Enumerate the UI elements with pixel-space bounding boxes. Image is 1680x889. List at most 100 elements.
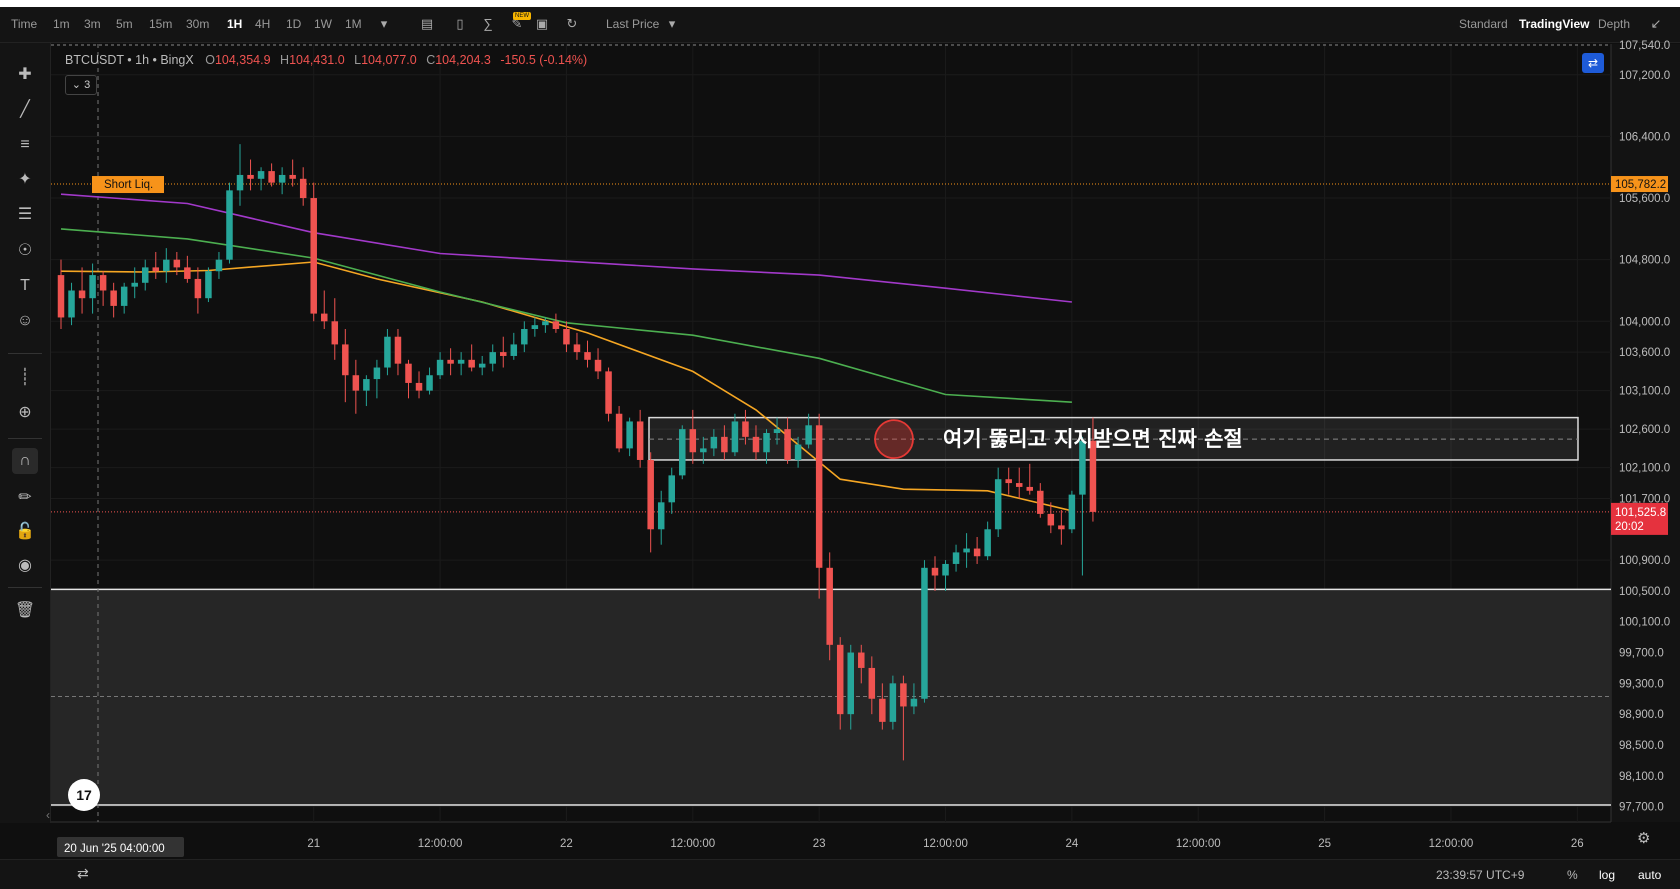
candle-body — [478, 363, 486, 368]
view-standard-tab[interactable]: Standard — [1459, 17, 1508, 31]
timeframe-30m[interactable]: 30m — [186, 17, 210, 31]
candle-38 — [457, 352, 465, 376]
collapse-icon[interactable]: ↙ — [1650, 16, 1662, 31]
percent-toggle[interactable]: % — [1567, 868, 1578, 882]
timeframe-5m[interactable]: 5m — [116, 17, 133, 31]
candle-65 — [742, 409, 749, 445]
emoji-icon[interactable]: ☺ — [16, 312, 34, 329]
brush-icon[interactable]: ☉ — [17, 242, 33, 259]
time-button[interactable]: Time — [11, 17, 38, 31]
view-tradingview-tab[interactable]: TradingView — [1519, 17, 1590, 31]
fib-icon[interactable]: ☰ — [17, 206, 33, 223]
timeframe-1m-month[interactable]: 1M — [345, 17, 362, 31]
candle-55 — [636, 409, 644, 468]
trash-icon[interactable]: 🗑 — [14, 602, 36, 619]
settings-button[interactable]: ⇄ — [1582, 53, 1604, 73]
view-depth-tab[interactable]: Depth — [1598, 17, 1631, 31]
candle-22 — [289, 159, 296, 187]
price-mode-select[interactable]: Last Price — [606, 17, 660, 31]
candle-9 — [152, 251, 160, 279]
candle-64 — [731, 413, 739, 457]
candle-body — [289, 174, 296, 179]
timeframe-1d[interactable]: 1D — [286, 17, 302, 31]
candle-69 — [784, 417, 791, 464]
candle-49 — [573, 332, 581, 360]
text-tool-icon[interactable]: T — [20, 277, 30, 294]
candle-body — [1005, 479, 1012, 484]
candle-body — [78, 290, 86, 299]
timeframe-1m[interactable]: 1m — [53, 17, 70, 31]
scroll-left-icon[interactable]: ‹ — [46, 808, 50, 822]
crosshair-icon[interactable]: ✚ — [18, 66, 32, 83]
candle-body — [984, 529, 991, 557]
candle-84 — [942, 560, 949, 591]
candle-82 — [921, 560, 928, 703]
candle-body — [900, 683, 907, 707]
auto-toggle[interactable]: auto — [1638, 868, 1662, 882]
log-toggle[interactable]: log — [1599, 868, 1616, 882]
drawing-templates-icon[interactable]: ✎ — [511, 16, 523, 31]
candle-body — [552, 321, 560, 330]
candle-body — [931, 567, 939, 576]
candle-83 — [931, 556, 939, 591]
eye-icon[interactable]: ◉ — [18, 557, 32, 574]
close-value: 104,204.3 — [435, 53, 491, 67]
candle-18 — [247, 159, 254, 191]
price-axis[interactable]: 107,200.0 106,400.0 105,600.0 104,800.0 104,… — [1619, 40, 1670, 814]
candles-icon[interactable]: ▯ — [456, 16, 464, 31]
trend-line-icon[interactable]: ╱ — [20, 101, 30, 118]
candles — [57, 144, 1097, 761]
reload-icon[interactable]: ↻ — [566, 16, 578, 31]
candle-body — [257, 171, 265, 179]
candle-body — [584, 352, 591, 360]
candle-body — [742, 421, 749, 437]
candle-body — [952, 552, 960, 564]
candle-98 — [1089, 417, 1097, 522]
candle-92 — [1026, 463, 1034, 495]
timeframe-15m[interactable]: 15m — [149, 17, 173, 31]
ruler-icon[interactable]: ┊ — [20, 369, 30, 386]
axis-settings-icon[interactable]: ⚙ — [1637, 830, 1651, 847]
indicators-icon[interactable]: ∑ — [483, 16, 493, 31]
candle-87 — [973, 536, 981, 564]
candle-body — [299, 178, 307, 199]
price-tick-label: 102,600.0 — [1619, 424, 1670, 436]
candle-25 — [321, 290, 328, 330]
time-axis[interactable]: 21 12:00:00 22 12:00:00 23 12:00:00 24 12:00:00… — [307, 838, 1680, 850]
pattern-icon[interactable]: ✦ — [18, 171, 32, 188]
zoom-in-icon[interactable]: ⊕ — [18, 404, 32, 421]
candle-body — [942, 563, 949, 576]
unlock-icon[interactable]: 🔓 — [15, 523, 35, 540]
price-chart[interactable]: 107,200.0 106,400.0 105,600.0 104,800.0 104,… — [0, 7, 1680, 888]
timeframe-4h[interactable]: 4H — [255, 17, 271, 31]
screenshot-icon[interactable]: ▣ — [535, 16, 549, 31]
timeframe-3m[interactable]: 3m — [84, 17, 101, 31]
zones — [51, 44, 1611, 822]
candle-67 — [763, 429, 770, 464]
magnet-icon[interactable]: ∩ — [12, 448, 38, 474]
time-tick-label: 12:00:00 — [418, 838, 463, 850]
high-value: 104,431.0 — [289, 53, 345, 67]
parallel-lines-icon[interactable]: ≡ — [20, 136, 30, 153]
candle-33 — [405, 359, 412, 399]
price-tick-label: 99,700.0 — [1619, 648, 1664, 660]
symbol-label[interactable]: BTCUSDT • 1h • BingX — [65, 53, 194, 67]
candle-body — [394, 336, 402, 364]
candle-body — [236, 174, 244, 191]
candle-56 — [647, 452, 654, 553]
chart-type-icon[interactable]: ▤ — [420, 16, 434, 31]
candle-13 — [194, 267, 202, 314]
date-range-icon[interactable]: ⇄ — [77, 865, 89, 881]
timeframe-1h[interactable]: 1H — [227, 17, 243, 31]
candle-body — [542, 321, 549, 326]
countdown-text: 20:02 — [1615, 521, 1644, 533]
lock-drawing-icon[interactable]: ✏ — [18, 489, 32, 506]
clock[interactable]: 23:39:57 UTC+9 — [1436, 868, 1525, 882]
timeframe-1w[interactable]: 1W — [314, 17, 332, 31]
candle-37 — [447, 348, 454, 376]
candle-97 — [1079, 436, 1086, 576]
price-mode-chevron-icon[interactable]: ▾ — [668, 16, 676, 31]
indicator-toggle[interactable]: ⌄ 3 — [65, 75, 97, 95]
candle-78 — [879, 683, 886, 730]
timeframe-dropdown-icon[interactable]: ▾ — [380, 16, 388, 31]
